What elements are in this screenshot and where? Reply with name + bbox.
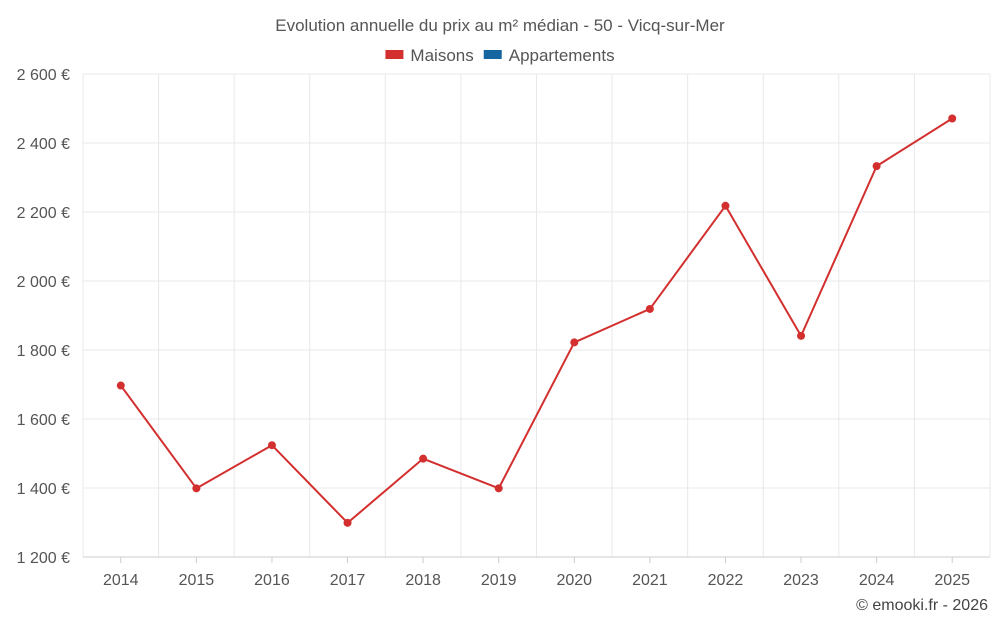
x-tick-label: 2019 [481,572,517,589]
data-point[interactable] [192,484,201,493]
chart-title: Evolution annuelle du prix au m² médian … [275,16,725,35]
x-tick-label: 2020 [556,572,592,589]
legend-swatch [385,50,404,59]
y-axis-ticks: 1 200 € 1 400 € 1 600 € 1 800 € 2 000 € 2 200… [17,67,70,567]
data-point[interactable] [343,518,352,527]
y-tick-label: 1 400 € [17,481,70,498]
x-tick-label: 2022 [708,572,744,589]
x-tick-label: 2017 [330,572,366,589]
x-tick-label: 2021 [632,572,668,589]
data-point[interactable] [419,454,428,463]
data-point[interactable] [948,114,957,123]
x-tick-label: 2018 [405,572,441,589]
legend-label: Maisons [410,46,473,65]
x-tick-label: 2024 [859,572,895,589]
vertical-gridlines [82,74,991,557]
data-point[interactable] [645,304,654,313]
x-tick-label: 2016 [254,572,290,589]
data-point[interactable] [872,162,881,171]
y-tick-label: 1 800 € [17,343,70,360]
y-tick-label: 1 200 € [17,550,70,567]
x-tick-label: 2014 [103,572,139,589]
x-tick-label: 2015 [179,572,215,589]
legend-item-2[interactable]: Appartements [483,46,615,65]
y-tick-label: 1 600 € [17,412,70,429]
credit-text: © emooki.fr - 2026 [856,597,988,614]
data-point[interactable] [494,484,503,493]
series-line [119,117,953,524]
y-tick-label: 2 000 € [17,274,70,291]
y-tick-label: 2 400 € [17,136,70,153]
horizontal-gridlines [83,73,990,489]
x-axis-ticks: 2014 2015 2016 2017 2018 2019 2020 2021 2022 2023… [103,557,970,589]
y-tick-label: 2 200 € [17,205,70,222]
series-layer [116,114,957,527]
data-point[interactable] [797,331,806,340]
data-point[interactable] [267,441,276,450]
x-tick-label: 2023 [783,572,819,589]
legend-label: Appartements [509,46,615,65]
legend-swatch [483,50,502,59]
data-point[interactable] [570,338,579,347]
data-point[interactable] [116,381,125,390]
y-tick-label: 2 600 € [17,67,70,84]
x-tick-label: 2025 [934,572,970,589]
series-1 [116,114,957,527]
legend-item-1[interactable]: Maisons [385,46,474,65]
chart-legend: Maisons Appartements [385,46,615,65]
data-point[interactable] [721,201,730,210]
